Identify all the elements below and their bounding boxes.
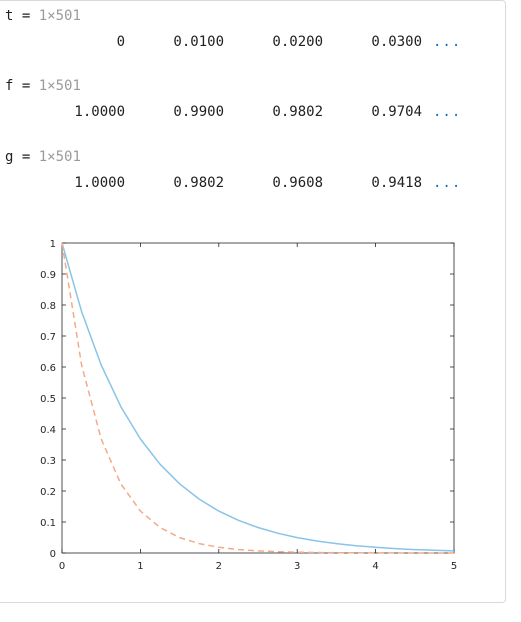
y-tick-label: 0.6 (40, 363, 56, 374)
expand-values-link[interactable]: ... (433, 104, 462, 120)
variable-f-header: f = 1×501 (5, 77, 81, 95)
variable-size: 1×501 (38, 149, 81, 165)
value-cell: 0.9704 (371, 104, 422, 120)
variable-name: g (5, 149, 14, 165)
variable-name: f (5, 78, 14, 94)
variable-size: 1×501 (38, 8, 81, 24)
variable-size: 1×501 (38, 78, 81, 94)
y-tick-label: 0.8 (40, 301, 56, 312)
x-tick-label: 5 (451, 561, 457, 572)
variable-t-header: t = 1×501 (5, 7, 81, 25)
x-tick-label: 2 (216, 561, 222, 572)
value-cell: 0.0200 (272, 34, 323, 50)
y-tick-label: 0 (50, 549, 56, 560)
equals-sign: = (21, 8, 31, 24)
value-cell: 0.9802 (173, 175, 224, 191)
value-cell: 0.9418 (371, 175, 422, 191)
plot-area-box (61, 242, 455, 554)
equals-sign: = (21, 149, 31, 165)
value-cell: 0.9802 (272, 104, 323, 120)
value-cell: 0.9900 (173, 104, 224, 120)
variable-name: t (5, 8, 14, 24)
y-tick-label: 1 (50, 239, 56, 250)
expand-values-link[interactable]: ... (433, 34, 462, 50)
x-tick-label: 4 (372, 561, 378, 572)
value-cell: 0 (116, 34, 125, 50)
x-tick-label: 3 (294, 561, 300, 572)
y-tick-label: 0.4 (40, 425, 56, 436)
x-tick-label: 0 (59, 561, 65, 572)
y-tick-label: 0.3 (40, 456, 56, 467)
value-cell: 1.0000 (74, 104, 125, 120)
y-tick-label: 0.7 (40, 332, 56, 343)
value-cell: 0.0100 (173, 34, 224, 50)
expand-values-link[interactable]: ... (433, 175, 462, 191)
value-cell: 0.0300 (371, 34, 422, 50)
y-tick-label: 0.9 (40, 270, 56, 281)
y-tick-label: 0.2 (40, 487, 56, 498)
series-solid-line (61, 242, 455, 552)
y-tick-label: 0.5 (40, 394, 56, 405)
x-tick-label: 1 (137, 561, 143, 572)
figure-plot: 0 1 2 3 4 5 0 0.1 0.2 0.3 0.4 0.5 0.6 0.7 0.8 0.9 1 (40, 239, 457, 572)
series-dashed-line (61, 242, 454, 554)
value-cell: 0.9608 (272, 175, 323, 191)
value-cell: 1.0000 (74, 175, 125, 191)
variable-g-header: g = 1×501 (5, 148, 81, 166)
y-tick-label: 0.1 (40, 518, 56, 529)
equals-sign: = (21, 78, 31, 94)
